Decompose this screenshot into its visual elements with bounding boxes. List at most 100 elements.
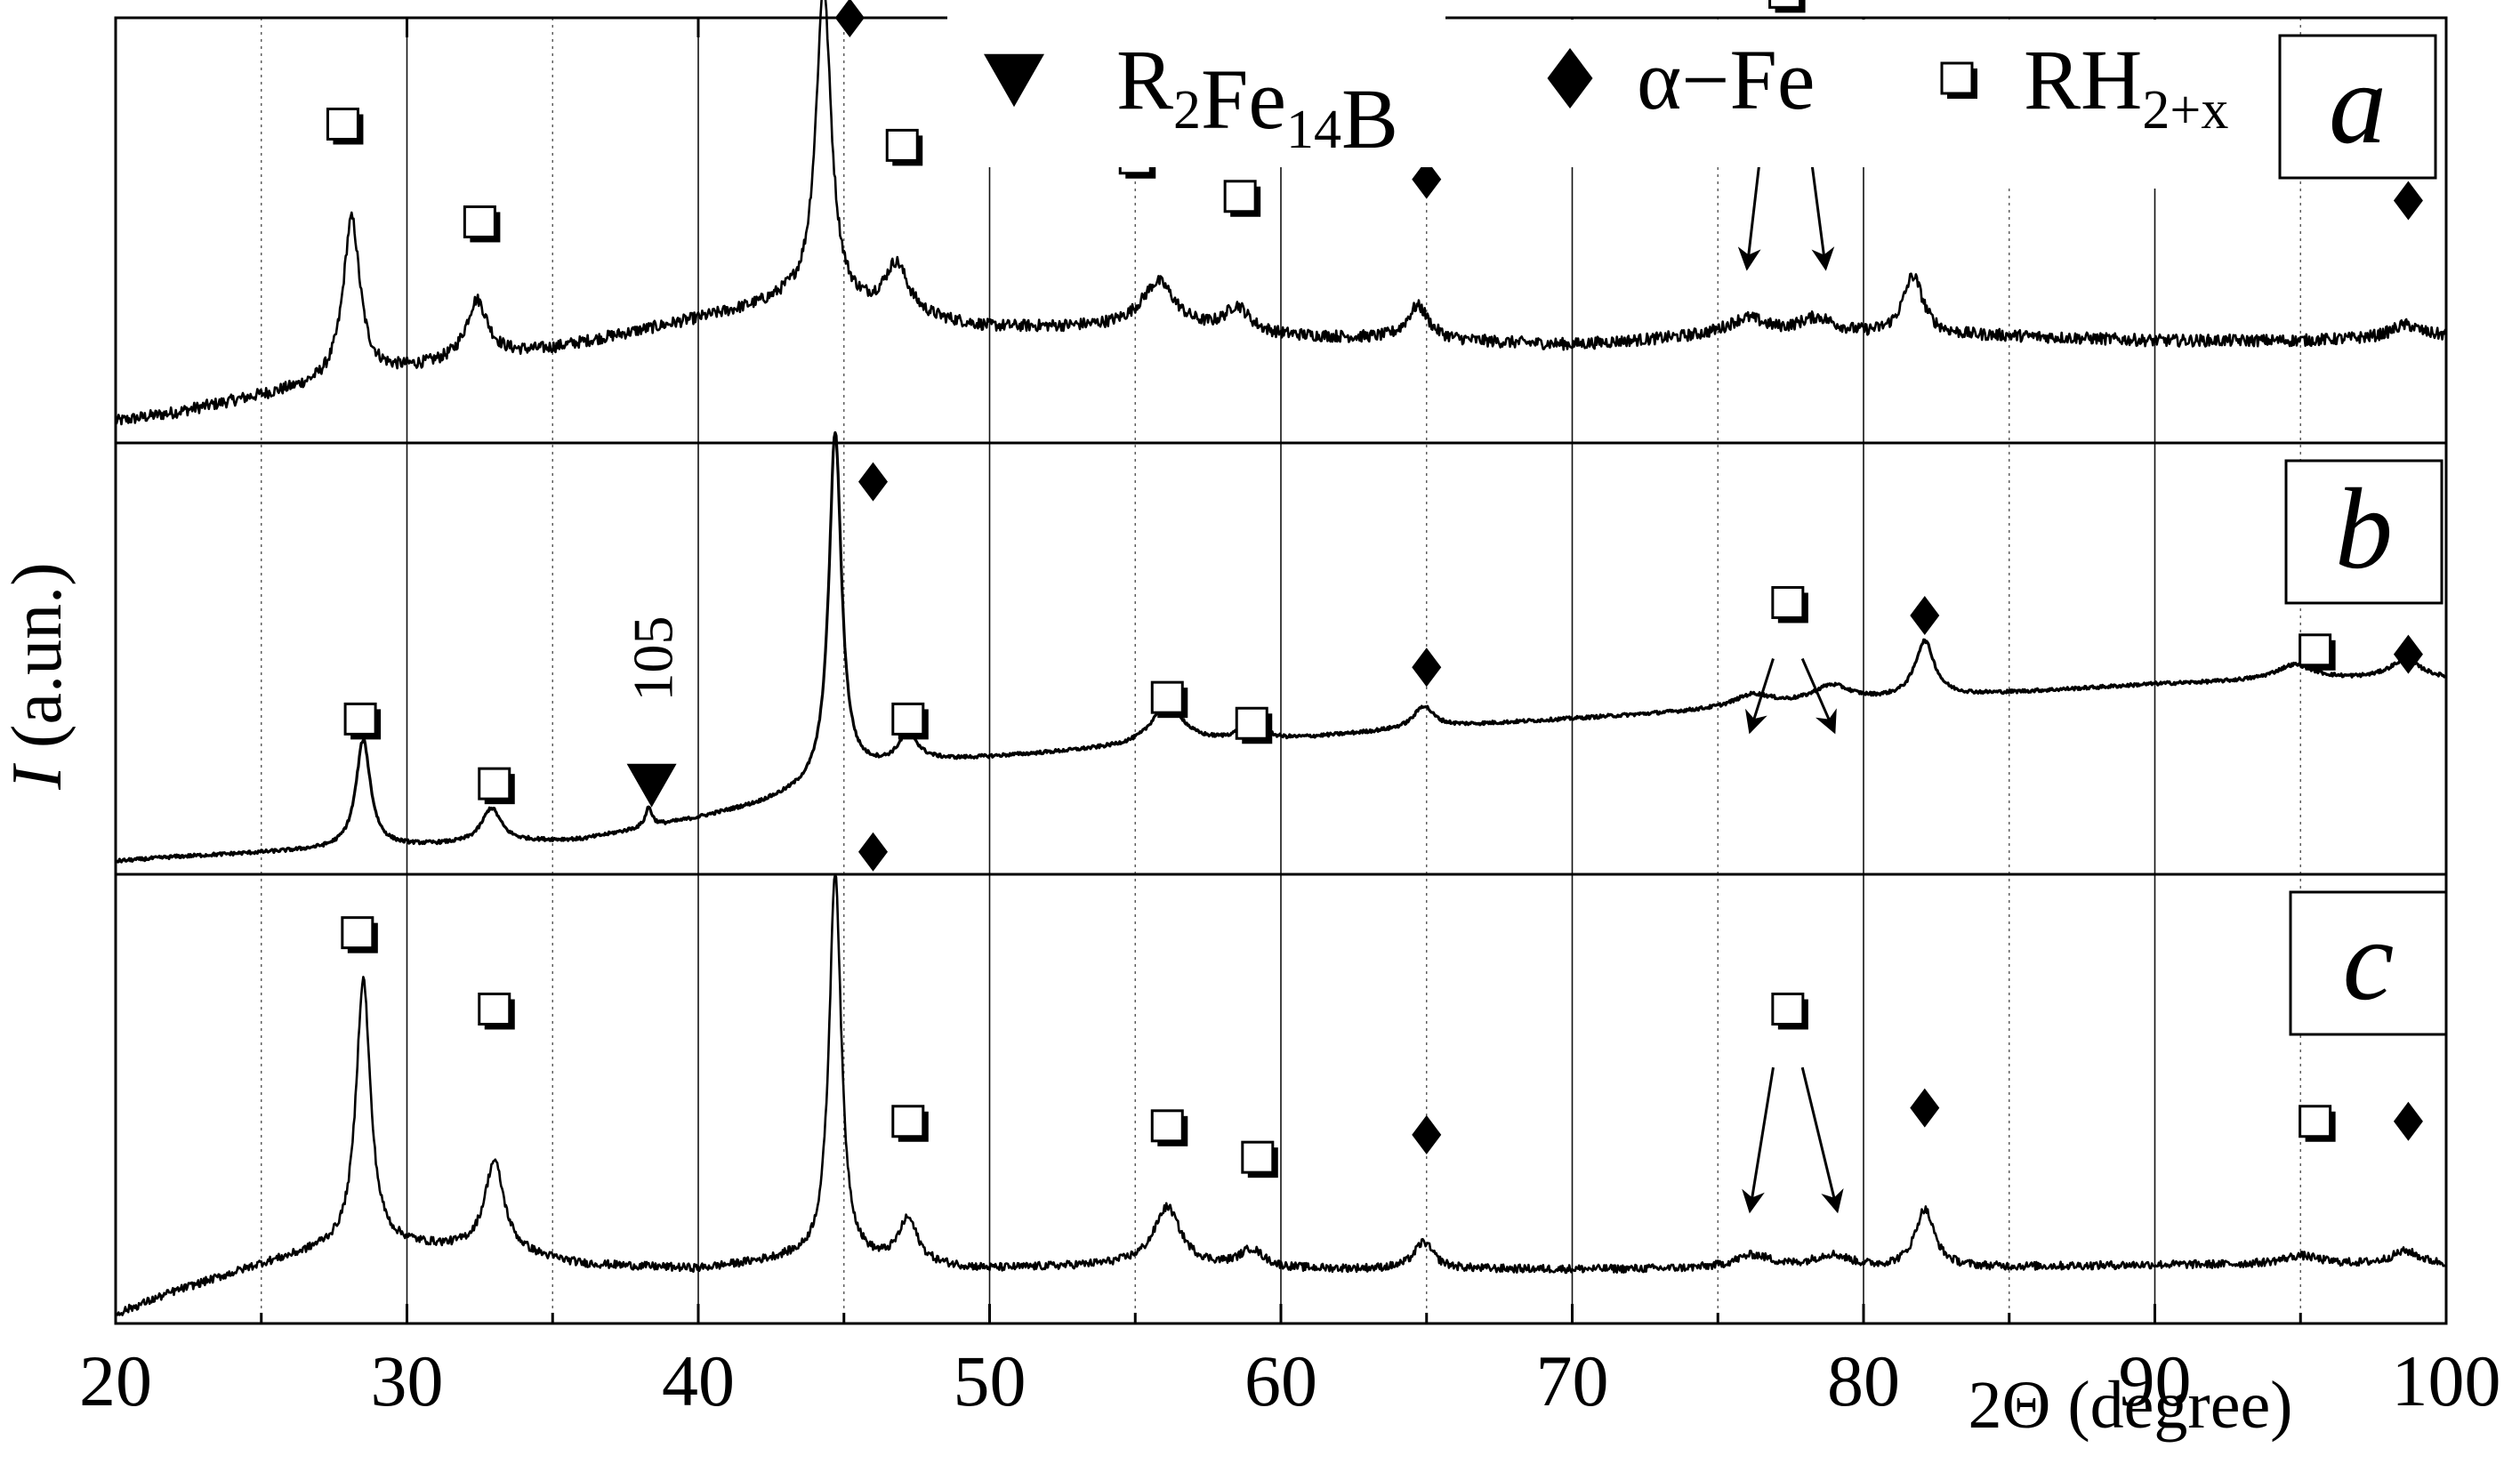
legend-label-text: RH <box>2024 32 2142 127</box>
square-face <box>1771 993 1805 1026</box>
x-tick-label: 70 <box>1536 1340 1609 1421</box>
x-axis-label: 2Θ (degree) <box>1968 1368 2292 1443</box>
rh-square-marker <box>891 1105 929 1142</box>
rh-square-marker <box>1150 1109 1188 1146</box>
legend-square-icon <box>1940 61 1977 99</box>
legend-label-text: Fe <box>1201 52 1286 147</box>
x-tick-label: 50 <box>954 1340 1027 1421</box>
x-tick-label: 80 <box>1827 1340 1900 1421</box>
square-face <box>2299 633 2332 667</box>
square-face <box>1235 706 1268 740</box>
rh-square-marker <box>1768 0 1806 13</box>
square-face <box>1150 680 1184 714</box>
plot-frame: a b c <box>114 16 2448 1325</box>
rh-square-marker <box>1771 585 1808 623</box>
panel-label-box <box>2278 34 2437 180</box>
trace-b <box>115 430 2447 864</box>
trace-a <box>114 0 2447 426</box>
legend-background <box>1445 20 1904 167</box>
square-face <box>1768 0 1802 9</box>
rh-square-marker <box>1241 1140 1278 1178</box>
rh-square-marker <box>478 993 515 1030</box>
x-tick-label: 60 <box>1244 1340 1317 1421</box>
y-axis-label-unit: (a.un.) <box>0 562 76 766</box>
y-axis-label-symbol: I <box>0 763 76 791</box>
phase-markers: 105 <box>326 0 2423 1214</box>
annotation-arrow <box>1742 1066 1775 1214</box>
rh-square-marker <box>885 128 923 166</box>
square-face <box>463 205 496 238</box>
peak-label-105: 105 <box>622 616 685 702</box>
legend-label: RH2+x <box>2024 32 2228 141</box>
legend-label-text: α−Fe <box>1637 32 1815 127</box>
x-tick-label: 40 <box>662 1340 735 1421</box>
legend-label-subscript: 2 <box>1173 80 1201 141</box>
alpha-fe-diamond-marker <box>858 832 888 872</box>
rh-square-marker <box>343 702 382 740</box>
square-face <box>343 702 377 736</box>
rh-square-marker <box>1235 706 1273 744</box>
alpha-fe-diamond-marker <box>2393 634 2423 674</box>
alpha-fe-diamond-marker <box>2393 1101 2423 1141</box>
panel-label-box <box>2284 459 2444 605</box>
alpha-fe-diamond-marker <box>1412 1114 1442 1154</box>
square-face <box>1150 1109 1184 1143</box>
square-face <box>326 108 359 141</box>
alpha-fe-diamond-marker <box>1412 648 1442 688</box>
rh-square-marker <box>2299 633 2336 671</box>
legend-diamond-icon <box>1547 48 1593 109</box>
alpha-fe-diamond-marker <box>1910 1088 1940 1128</box>
legend-label-text: B <box>1341 71 1398 166</box>
alpha-fe-diamond-marker <box>858 462 888 502</box>
diffraction-traces <box>114 0 2447 1316</box>
annotation-arrow <box>1744 658 1775 735</box>
rh-square-marker <box>463 205 501 243</box>
legend-label: α−Fe <box>1637 32 1815 127</box>
rh-square-marker <box>1150 680 1188 719</box>
panel-label-a: a <box>2329 40 2387 168</box>
legend-background <box>947 7 1445 167</box>
rh-square-marker <box>2299 1105 2336 1142</box>
square-face <box>478 993 511 1026</box>
panel-label-b: b <box>2335 465 2393 593</box>
x-tick-label: 30 <box>371 1340 444 1421</box>
trace-c <box>114 873 2447 1316</box>
square-face <box>1223 180 1257 213</box>
panel-label-c: c <box>2343 897 2395 1025</box>
rh-square-marker <box>478 767 515 805</box>
rh-square-marker <box>1771 993 1808 1030</box>
square-face <box>341 916 374 950</box>
square-face <box>1940 61 1974 95</box>
square-face <box>2299 1105 2332 1138</box>
x-tick-label: 20 <box>79 1340 152 1421</box>
square-face <box>891 1105 925 1138</box>
legend-triangle-icon <box>984 53 1044 108</box>
annotation-arrow <box>1800 1066 1844 1214</box>
r2fe14b-triangle-marker <box>626 763 677 808</box>
square-face <box>478 767 511 800</box>
rh-square-marker <box>326 108 364 145</box>
alpha-fe-diamond-marker <box>2393 181 2423 221</box>
annotation-arrow <box>1800 657 1837 735</box>
x-tick-label: 90 <box>2119 1340 2192 1421</box>
x-tick-label: 100 <box>2392 1340 2501 1421</box>
legend-label: R2Fe14B <box>1116 32 1398 166</box>
rh-square-marker <box>1223 180 1261 217</box>
alpha-fe-diamond-marker <box>1412 159 1442 199</box>
square-face <box>891 702 925 736</box>
legend: R2Fe14B α−Fe RH2+x <box>947 7 2264 189</box>
legend-background <box>1904 20 2264 189</box>
square-face <box>885 128 919 162</box>
legend-label-subscript: 2+x <box>2142 80 2228 141</box>
rh-square-marker <box>341 916 378 953</box>
legend-label-text: R <box>1116 32 1173 127</box>
y-axis-label: I (a.un.) <box>0 562 76 790</box>
alpha-fe-diamond-marker <box>1910 596 1940 635</box>
legend-label-subscript: 14 <box>1286 100 1341 160</box>
square-face <box>1771 585 1805 619</box>
square-face <box>1241 1140 1275 1174</box>
rh-square-marker <box>891 702 929 740</box>
grid-lines <box>261 18 2301 1323</box>
panel-label-box <box>2289 890 2448 1036</box>
